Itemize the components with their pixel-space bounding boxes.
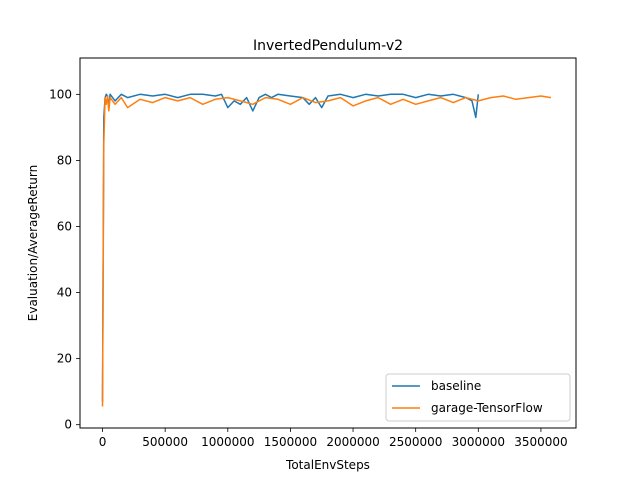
- x-tick-label: 1000000: [201, 435, 254, 449]
- y-tick-label: 0: [64, 418, 72, 432]
- x-tick-label: 0: [99, 435, 107, 449]
- y-tick-label: 80: [57, 153, 72, 167]
- x-tick-label: 500000: [142, 435, 188, 449]
- series-layer: [101, 93, 552, 407]
- x-tick-label: 3000000: [452, 435, 505, 449]
- ticks-layer: 0 500000 1000000 1500000 2000000 2500000 30000…: [49, 87, 568, 449]
- plot-frame: [79, 57, 577, 429]
- x-tick-label: 2000000: [326, 435, 379, 449]
- x-tick-label: 2500000: [389, 435, 442, 449]
- x-tick-label: 1500000: [264, 435, 317, 449]
- y-tick-label: 20: [57, 352, 72, 366]
- y-tick-label: 60: [57, 219, 72, 233]
- legend: baseline garage-TensorFlow: [385, 373, 571, 422]
- y-tick-label: 40: [57, 286, 72, 300]
- series-line-baseline: [101, 93, 480, 402]
- legend-label-garage-tensorflow: garage-TensorFlow: [431, 401, 543, 415]
- legend-label-baseline: baseline: [431, 379, 481, 393]
- y-tick-label: 100: [49, 87, 72, 101]
- series-line-garage-tensorflow: [101, 95, 552, 407]
- chart-title: InvertedPendulum-v2: [253, 38, 403, 54]
- y-axis-label: Evaluation/AverageReturn: [26, 165, 40, 321]
- legend-box: [385, 373, 571, 422]
- x-tick-label: 3500000: [514, 435, 567, 449]
- x-axis-label: TotalEnvSteps: [285, 458, 370, 472]
